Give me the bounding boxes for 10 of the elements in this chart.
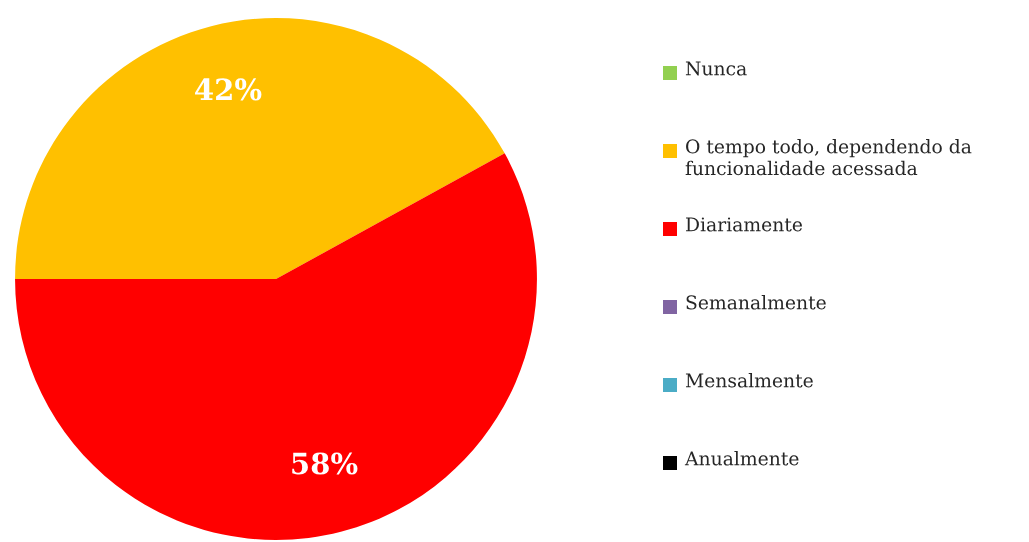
pie-slice [15, 18, 505, 279]
legend-label: Anualmente [684, 451, 799, 466]
legend-label: Mensalmente [685, 373, 813, 388]
data-label: 42% [195, 78, 262, 101]
legend-label: Diariamente [686, 217, 802, 232]
legend-label: O tempo todo, dependendo da funcionalidade acessada [685, 139, 972, 176]
legend-label: Semanalmente [686, 295, 826, 310]
pie-slice [15, 153, 537, 540]
legend-label: Nunca [685, 61, 747, 76]
data-label: 58% [292, 452, 358, 475]
